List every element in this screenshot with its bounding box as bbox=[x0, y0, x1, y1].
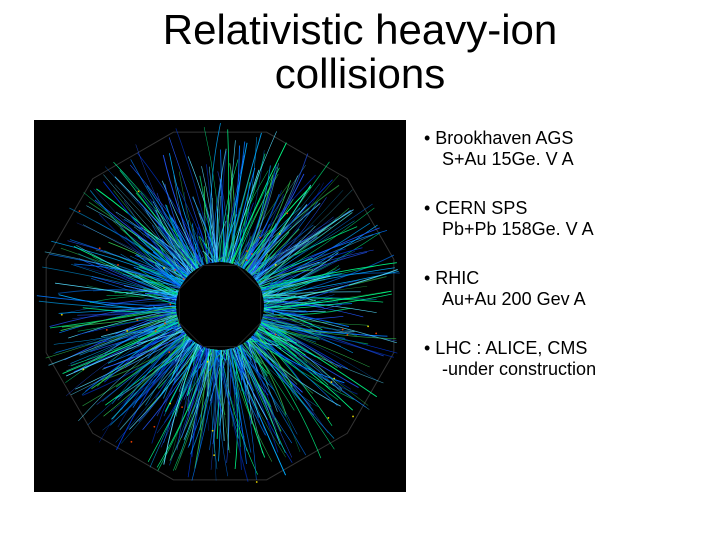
collision-visual bbox=[34, 120, 406, 492]
slide: Relativistic heavy-ion collisions • Broo… bbox=[0, 0, 720, 540]
bullet-line2: -under construction bbox=[424, 359, 596, 380]
list-item: • Brookhaven AGS S+Au 15Ge. V A bbox=[424, 128, 596, 170]
bullet-line1: • LHC : ALICE, CMS bbox=[424, 338, 596, 359]
page-title: Relativistic heavy-ion collisions bbox=[0, 8, 720, 96]
bullet-line1: • RHIC bbox=[424, 268, 596, 289]
bullet-line2: S+Au 15Ge. V A bbox=[424, 149, 596, 170]
bullet-line1: • CERN SPS bbox=[424, 198, 596, 219]
list-item: • LHC : ALICE, CMS -under construction bbox=[424, 338, 596, 380]
title-line2: collisions bbox=[275, 50, 445, 97]
list-item: • CERN SPS Pb+Pb 158Ge. V A bbox=[424, 198, 596, 240]
particle-tracks-svg bbox=[34, 120, 406, 492]
title-line1: Relativistic heavy-ion bbox=[163, 6, 558, 53]
list-item: • RHIC Au+Au 200 Gev A bbox=[424, 268, 596, 310]
bullet-line2: Au+Au 200 Gev A bbox=[424, 289, 596, 310]
bullet-line2: Pb+Pb 158Ge. V A bbox=[424, 219, 596, 240]
bullet-line1: • Brookhaven AGS bbox=[424, 128, 596, 149]
facility-list: • Brookhaven AGS S+Au 15Ge. V A • CERN S… bbox=[424, 128, 596, 408]
